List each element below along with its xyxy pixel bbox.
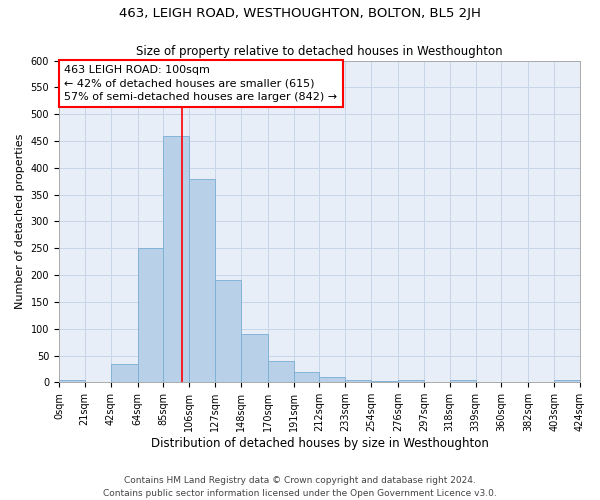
Bar: [450, 380, 476, 382]
Bar: [137, 248, 163, 382]
Bar: [189, 178, 215, 382]
Bar: [319, 377, 345, 382]
Bar: [215, 280, 241, 382]
Bar: [268, 361, 293, 382]
Bar: [163, 136, 189, 382]
X-axis label: Distribution of detached houses by size in Westhoughton: Distribution of detached houses by size …: [151, 437, 488, 450]
Bar: [554, 380, 580, 382]
Bar: [345, 380, 371, 382]
Text: Contains HM Land Registry data © Crown copyright and database right 2024.
Contai: Contains HM Land Registry data © Crown c…: [103, 476, 497, 498]
Bar: [293, 372, 319, 382]
Bar: [59, 380, 85, 382]
Text: 463, LEIGH ROAD, WESTHOUGHTON, BOLTON, BL5 2JH: 463, LEIGH ROAD, WESTHOUGHTON, BOLTON, B…: [119, 8, 481, 20]
Text: 463 LEIGH ROAD: 100sqm
← 42% of detached houses are smaller (615)
57% of semi-de: 463 LEIGH ROAD: 100sqm ← 42% of detached…: [64, 66, 337, 102]
Y-axis label: Number of detached properties: Number of detached properties: [15, 134, 25, 309]
Title: Size of property relative to detached houses in Westhoughton: Size of property relative to detached ho…: [136, 45, 503, 58]
Bar: [110, 364, 137, 382]
Bar: [398, 380, 424, 382]
Bar: [241, 334, 268, 382]
